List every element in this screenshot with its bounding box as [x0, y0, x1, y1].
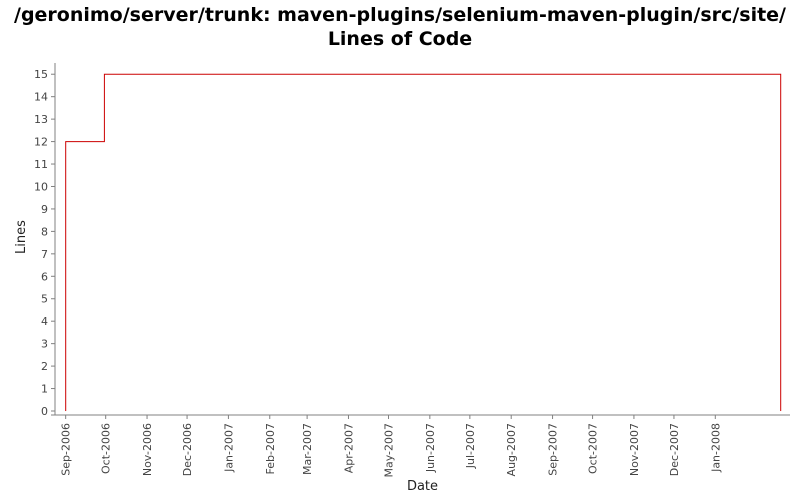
x-tick-label: Jul-2007	[464, 423, 477, 469]
x-tick-label: Sep-2006	[60, 423, 73, 476]
x-tick-label: Oct-2007	[587, 423, 600, 474]
x-tick-label: Dec-2006	[181, 423, 194, 476]
y-tick-label: 11	[34, 158, 48, 171]
chart-title-line-2: Lines of Code	[327, 28, 473, 50]
x-tick-label: Jan-2008	[709, 423, 722, 473]
y-tick-label: 4	[41, 315, 48, 328]
x-tick-label: May-2007	[382, 423, 395, 478]
x-tick-label: Feb-2007	[264, 423, 277, 474]
series-line	[65, 73, 782, 411]
x-tick-label: Jan-2007	[222, 423, 235, 473]
x-tick-label: Nov-2006	[141, 423, 154, 476]
x-tick-label: Mar-2007	[301, 423, 314, 475]
x-tick-label: Jun-2007	[424, 423, 437, 473]
x-tick-label: Nov-2007	[628, 423, 641, 476]
y-tick-label: 7	[41, 248, 48, 261]
y-tick-label: 2	[41, 360, 48, 373]
y-tick-label: 13	[34, 113, 48, 126]
x-tick-label: Oct-2006	[100, 423, 113, 474]
y-tick-label: 15	[34, 68, 48, 81]
x-tick-label: Sep-2007	[547, 423, 560, 476]
y-tick-label: 8	[41, 225, 48, 238]
y-tick-label: 0	[41, 405, 48, 418]
x-tick-label: Aug-2007	[505, 423, 518, 476]
y-tick-label: 14	[34, 91, 48, 104]
x-tick-label: Apr-2007	[342, 423, 355, 473]
x-tick-label: Dec-2007	[668, 423, 681, 476]
chart-title-line-1: /geronimo/server/trunk: maven-plugins/se…	[14, 4, 786, 26]
y-tick-label: 10	[34, 180, 48, 193]
y-axis-label: Lines	[14, 220, 29, 254]
y-tick-label: 12	[34, 136, 48, 149]
y-tick-label: 6	[41, 270, 48, 283]
y-tick-label: 3	[41, 338, 48, 351]
plot-area	[55, 63, 790, 411]
series-0	[65, 73, 782, 412]
y-tick-label: 5	[41, 293, 48, 306]
x-axis-label: Date	[407, 479, 438, 494]
y-tick-label: 9	[41, 203, 48, 216]
y-tick-label: 1	[41, 383, 48, 396]
